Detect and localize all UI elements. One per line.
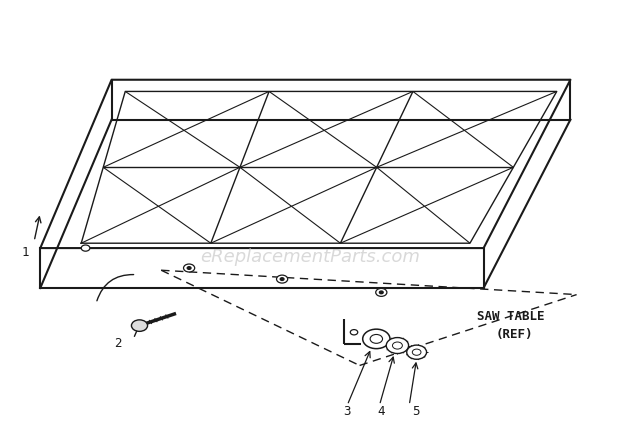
Circle shape xyxy=(370,334,383,343)
Text: SAW TABLE: SAW TABLE xyxy=(477,310,545,323)
Circle shape xyxy=(386,338,409,354)
Circle shape xyxy=(280,278,284,280)
Circle shape xyxy=(392,342,402,349)
Text: eReplacementParts.com: eReplacementParts.com xyxy=(200,248,420,266)
Text: (REF): (REF) xyxy=(496,328,533,341)
Text: 1: 1 xyxy=(21,246,29,259)
Text: 5: 5 xyxy=(412,405,419,419)
Text: 3: 3 xyxy=(343,405,351,419)
Circle shape xyxy=(81,245,90,251)
Circle shape xyxy=(376,288,387,296)
Circle shape xyxy=(184,264,195,272)
Circle shape xyxy=(407,345,427,359)
Text: 2: 2 xyxy=(114,337,122,350)
Circle shape xyxy=(277,275,288,283)
Circle shape xyxy=(363,329,390,349)
Text: 4: 4 xyxy=(378,405,385,419)
Circle shape xyxy=(412,349,421,355)
Circle shape xyxy=(187,267,191,269)
Circle shape xyxy=(131,320,148,331)
Circle shape xyxy=(379,291,383,294)
